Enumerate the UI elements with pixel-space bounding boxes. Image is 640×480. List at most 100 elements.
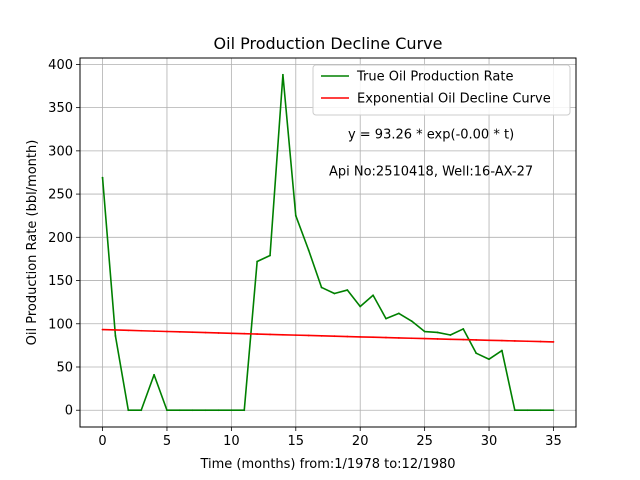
data-point [449,334,452,336]
series-line-0 [101,73,554,412]
data-point [436,338,439,340]
data-point [372,336,374,339]
data-point [397,337,400,339]
data-point [217,409,220,412]
x-tick-label: 15 [288,434,305,449]
data-point [282,333,284,336]
series-lines [101,73,555,412]
data-point [526,409,529,412]
data-point [191,331,194,334]
data-point [423,330,426,333]
legend-label: True Oil Production Rate [356,70,513,85]
y-tick-label: 250 [48,188,73,203]
data-point [333,292,336,295]
x-tick-label: 0 [98,434,106,449]
data-point [410,320,413,323]
annotation-text: y = 93.26 * exp(-0.00 * t) [348,128,514,143]
annotation-text: Api No:2510418, Well:16-AX-27 [329,165,533,180]
data-point [269,254,271,257]
data-point [346,289,349,291]
data-point [449,338,452,341]
data-point [436,331,439,334]
data-point [230,332,233,335]
data-point [114,334,117,337]
plot-frame [79,57,577,428]
series-line-1 [102,328,554,343]
data-point [204,331,207,334]
y-tick-label: 300 [48,144,73,159]
data-point [359,335,362,338]
data-point [101,176,104,179]
data-point [513,409,516,412]
data-point [385,317,387,320]
data-point [410,337,413,340]
y-tick-label: 350 [48,101,73,116]
x-tick-label: 5 [163,434,171,449]
data-point [243,409,246,412]
data-point [166,409,168,412]
data-point [539,340,542,343]
data-point [191,409,194,412]
legend: True Oil Production Rate Exponential Oil … [312,64,571,116]
data-point [307,334,310,337]
data-point [178,330,181,333]
data-point [282,73,284,76]
data-point [488,358,490,361]
annotations: y = 93.26 * exp(-0.00 * t) Api No:2510418… [329,128,533,180]
data-point [256,333,259,335]
data-point [320,334,323,337]
data-point [475,339,478,341]
data-point [462,328,465,330]
data-point [269,333,271,336]
data-point [256,260,259,263]
data-point [397,312,400,315]
x-tick-label: 10 [223,434,240,449]
data-point [294,214,297,217]
y-tick-label: 400 [48,58,73,73]
data-point [153,330,155,333]
y-axis-label: Oil Production Rate (bbl/month) [25,140,40,346]
x-tick-label: 25 [416,434,433,449]
data-point [346,335,349,338]
data-point [178,409,181,412]
data-point [204,409,207,412]
x-tick-label: 30 [481,434,498,449]
x-axis-label: Time (months) from:1/1978 to:12/1980 [199,457,455,472]
data-point [501,349,503,352]
data-point [539,409,542,412]
data-point [140,409,143,412]
x-tick-label: 35 [545,434,562,449]
data-point [294,334,297,337]
data-point [475,352,478,355]
data-point [552,341,555,343]
data-point [127,329,130,332]
data-point [217,332,220,334]
data-point [320,286,323,289]
data-point [372,294,374,297]
x-tick-label: 20 [352,434,369,449]
data-point [101,328,104,331]
y-tick-label: 150 [48,274,73,289]
data-point [462,338,465,341]
data-point [230,409,233,412]
grid-lines [80,58,576,427]
data-point [552,409,555,412]
data-point [501,339,503,342]
data-point [488,339,490,342]
data-point [307,249,310,252]
data-point [166,330,168,333]
y-tick-label: 200 [48,231,73,246]
y-tick-label: 100 [48,317,73,332]
data-point [153,373,155,376]
data-point [513,340,516,342]
legend-box [312,64,571,116]
data-point [526,340,529,343]
data-point [423,337,426,340]
y-tick-label: 0 [65,404,73,419]
data-point [385,336,387,339]
data-point [140,329,143,332]
data-point [127,409,130,412]
data-point [243,332,246,335]
